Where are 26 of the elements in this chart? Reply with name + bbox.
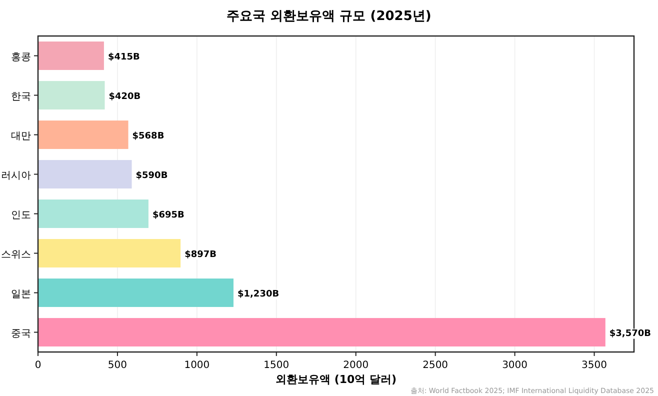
x-tick-label: 2500 — [422, 360, 448, 371]
chart-title: 주요국 외환보유액 규모 (2025년) — [226, 9, 432, 24]
x-tick-label: 0 — [34, 360, 42, 371]
data-label: $3,570B — [609, 328, 652, 339]
y-tick-label: 일본 — [11, 288, 31, 300]
x-tick-label: 3500 — [582, 360, 607, 371]
data-label: $568B — [132, 131, 164, 142]
data-label: $590B — [136, 170, 168, 181]
data-label: $695B — [152, 210, 185, 220]
data-label: $897B — [184, 250, 217, 260]
data-label: $1,230B — [237, 289, 280, 300]
y-tick-label: 중국 — [11, 328, 31, 340]
y-tick-label: 러시아 — [1, 170, 31, 182]
x-tick-label: 2000 — [343, 360, 369, 371]
x-tick-label: 500 — [108, 360, 128, 371]
x-axis-title: 외환보유액 (10억 달러) — [275, 373, 397, 386]
y-tick-label: 대만 — [11, 130, 31, 142]
data-label: $415B — [108, 52, 140, 62]
x-tick-label: 1500 — [264, 360, 290, 371]
y-tick-label: 스위스 — [1, 249, 31, 260]
data-label: $420B — [108, 92, 141, 102]
y-tick-label: 홍콩 — [11, 52, 31, 63]
y-tick-label: 한국 — [11, 91, 31, 102]
x-tick-label: 3000 — [502, 360, 528, 371]
y-tick-label: 인도 — [11, 210, 31, 221]
x-tick-label: 1000 — [184, 360, 210, 371]
